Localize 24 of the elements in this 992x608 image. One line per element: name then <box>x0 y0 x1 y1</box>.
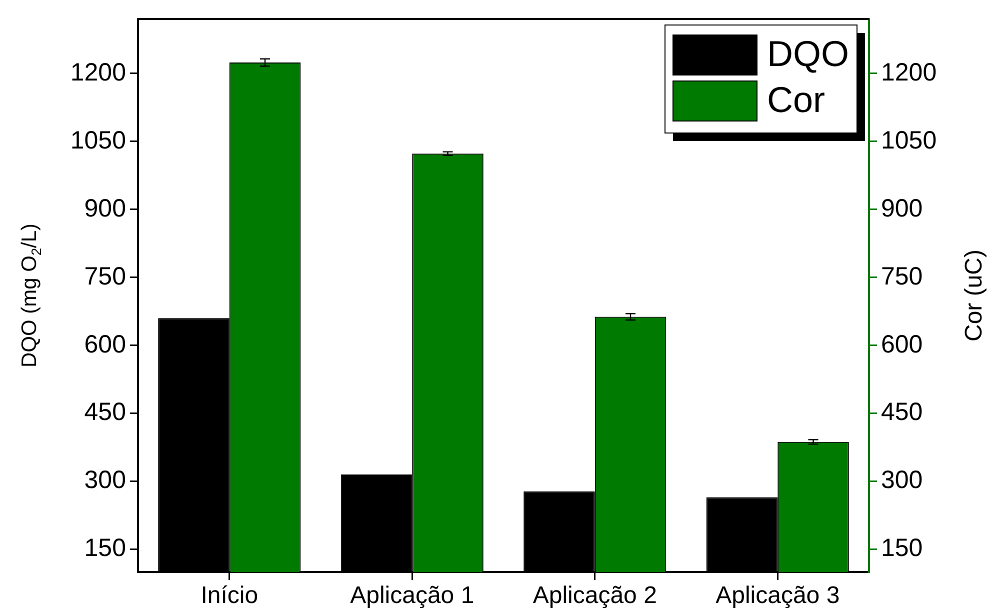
y2-tick-label: 1050 <box>881 126 937 154</box>
y-tick-label: 750 <box>84 262 126 290</box>
y2-tick-label: 600 <box>881 330 923 358</box>
x-tick-label: Aplicação 3 <box>716 582 840 608</box>
y2-tick-label: 300 <box>881 466 923 494</box>
y2-axis-title: Cor (uC) <box>960 249 988 342</box>
y2-tick-label: 450 <box>881 398 923 426</box>
legend-label: DQO <box>767 32 850 74</box>
y-axis-title: DQO (mg O2/L) <box>18 223 44 368</box>
y-tick-label: 450 <box>84 398 126 426</box>
legend-label: Cor <box>767 78 826 120</box>
x-tick-label: Início <box>200 582 258 608</box>
y2-tick-label: 1200 <box>881 58 937 86</box>
y-tick-label: 600 <box>84 330 126 358</box>
y2-tick-label: 150 <box>881 534 923 562</box>
y2-tick-label: 900 <box>881 194 923 222</box>
y-tick-label: 1050 <box>70 126 126 154</box>
x-tick-label: Aplicação 2 <box>532 582 657 608</box>
y2-tick-label: 750 <box>881 262 923 290</box>
x-tick-label: Aplicação 1 <box>350 582 474 608</box>
y-tick-label: 1200 <box>70 58 126 86</box>
y-tick-label: 300 <box>84 466 126 494</box>
y-tick-label: 900 <box>84 194 126 222</box>
y-tick-label: 150 <box>84 534 126 562</box>
